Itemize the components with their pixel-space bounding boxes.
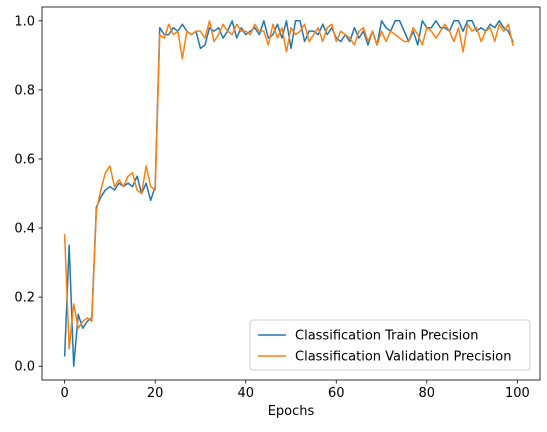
series-line-validation-precision [63, 20, 514, 350]
legend-label: Classification Validation Precision [295, 350, 511, 365]
x-tick-label: 100 [505, 386, 530, 401]
y-tick-label: 0.4 [14, 222, 35, 237]
axes-frame [41, 6, 541, 381]
series-line-train-precision [63, 20, 514, 367]
y-tick-label: 0.8 [14, 83, 35, 98]
y-axis: 0.0 0.2 0.4 0.6 0.8 1.0 [14, 14, 42, 375]
legend: Classification Train Precision Classifica… [249, 319, 531, 371]
x-axis-label: Epochs [268, 404, 315, 419]
legend-label: Classification Train Precision [295, 329, 478, 344]
x-tick-label: 20 [147, 386, 164, 401]
x-tick-label: 60 [328, 386, 345, 401]
x-tick-label: 0 [60, 386, 68, 401]
y-tick-label: 0.2 [14, 291, 35, 306]
y-tick-label: 0.6 [14, 152, 35, 167]
x-axis: 0 20 40 60 80 100 [60, 380, 530, 401]
plot-area [63, 20, 514, 367]
x-tick-label: 80 [419, 386, 436, 401]
y-tick-label: 1.0 [14, 14, 35, 29]
legend-box [249, 319, 531, 371]
x-tick-label: 40 [237, 386, 254, 401]
y-tick-label: 0.0 [14, 360, 35, 375]
